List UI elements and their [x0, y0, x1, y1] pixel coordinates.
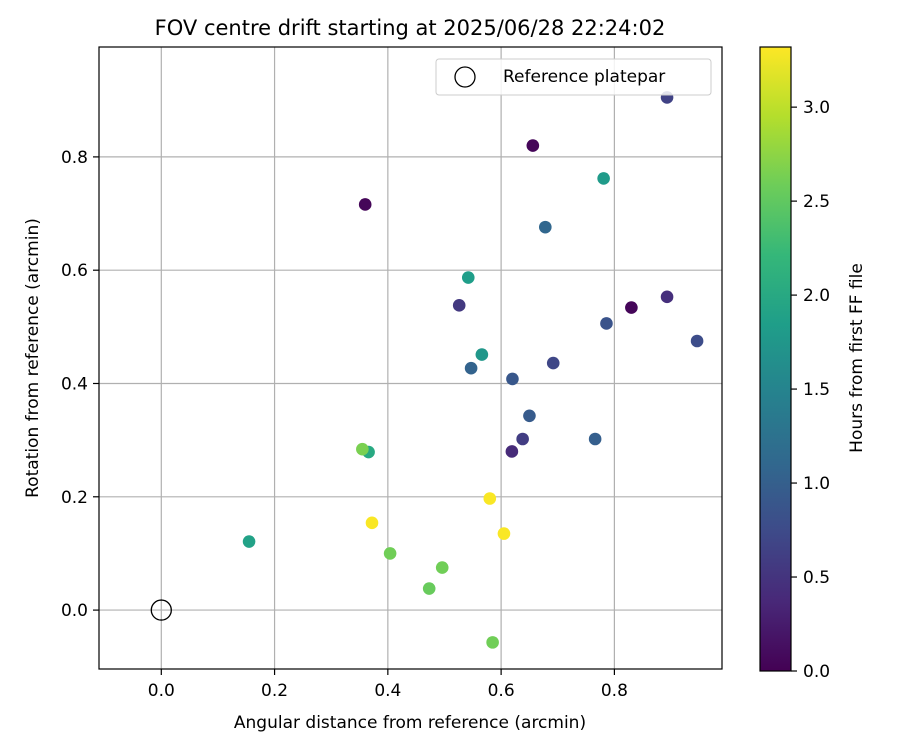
data-point — [690, 334, 704, 348]
data-point — [597, 172, 610, 185]
data-point — [356, 442, 369, 456]
data-point — [588, 432, 602, 446]
y-tick-label: 0.4 — [61, 374, 88, 394]
x-tick-label: 0.4 — [374, 681, 401, 701]
data-point — [538, 220, 552, 234]
colorbar-ticks: 0.0 0.5 1.0 1.5 2.0 2.5 3.0 — [791, 98, 830, 682]
y-axis-label: Rotation from reference (arcmin) — [23, 218, 43, 498]
data-point — [452, 299, 466, 312]
data-point — [461, 271, 475, 284]
data-point — [242, 535, 256, 548]
axis-ticks: 0.0 0.2 0.4 0.6 0.8 0.0 0.2 0.4 0.6 0.8 — [61, 148, 628, 701]
colorbar-tick-label: 2.0 — [803, 286, 830, 306]
x-tick-label: 0.2 — [261, 681, 288, 701]
colorbar-frame — [759, 46, 792, 672]
data-point — [546, 356, 560, 370]
data-point — [383, 547, 397, 560]
data-point — [600, 317, 613, 330]
grid-lines — [99, 47, 722, 669]
data-point — [464, 361, 478, 375]
colorbar-gradient — [760, 47, 791, 671]
y-tick-label: 0.8 — [61, 148, 88, 168]
plot-frame — [98, 46, 723, 670]
colorbar-tick-label: 1.5 — [803, 380, 830, 400]
data-points — [150, 91, 704, 649]
chart-title: FOV centre drift starting at 2025/06/28 … — [155, 16, 666, 40]
x-tick-label: 0.0 — [148, 681, 175, 701]
data-point — [486, 636, 499, 649]
data-point — [523, 409, 536, 423]
x-axis-label: Angular distance from reference (arcmin) — [234, 713, 586, 733]
legend: Reference platepar — [435, 58, 712, 96]
data-point — [506, 372, 519, 386]
data-point — [365, 516, 379, 530]
data-point — [475, 348, 489, 361]
x-tick-label: 0.8 — [601, 681, 628, 701]
data-point — [497, 527, 511, 540]
colorbar-tick-label: 3.0 — [803, 98, 830, 118]
colorbar-tick-label: 0.5 — [803, 568, 830, 588]
data-point — [483, 492, 497, 505]
data-point — [505, 445, 519, 458]
colorbar-tick-label: 0.0 — [803, 662, 830, 682]
data-point — [435, 561, 449, 574]
data-point — [625, 301, 638, 314]
data-point — [358, 198, 372, 211]
x-tick-label: 0.6 — [488, 681, 515, 701]
reference-point — [150, 599, 172, 621]
colorbar-tick-label: 2.5 — [803, 192, 830, 212]
data-point — [422, 582, 436, 595]
legend-box — [435, 58, 712, 96]
colorbar-label: Hours from first FF file — [847, 263, 867, 453]
data-point — [516, 432, 529, 446]
data-point — [526, 139, 540, 152]
y-tick-label: 0.2 — [61, 488, 88, 508]
y-tick-label: 0.0 — [61, 601, 88, 621]
y-tick-label: 0.6 — [61, 261, 88, 281]
data-point — [660, 290, 674, 304]
legend-marker-reference — [454, 66, 476, 88]
colorbar: 0.0 0.5 1.0 1.5 2.0 2.5 3.0 — [759, 46, 830, 682]
legend-label-reference: Reference platepar — [503, 67, 665, 87]
colorbar-tick-label: 1.0 — [803, 474, 830, 494]
